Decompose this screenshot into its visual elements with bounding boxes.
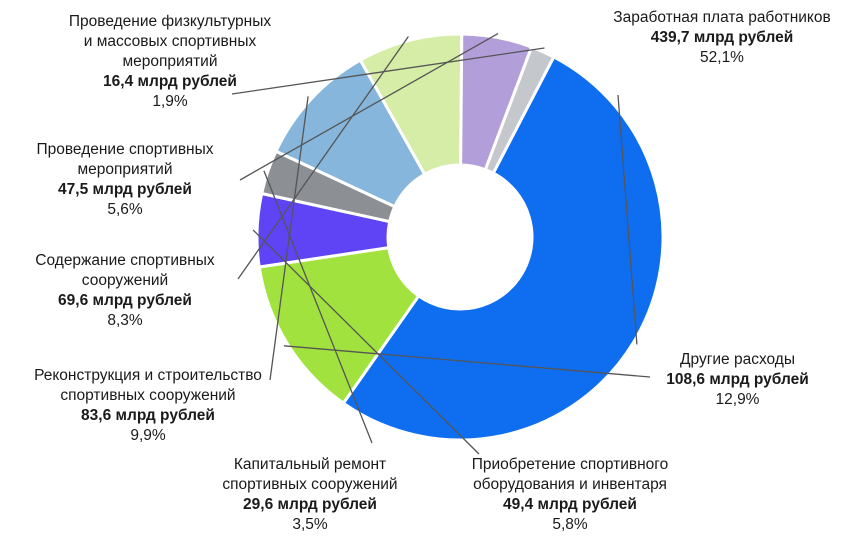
slice-label-percent: 5,6% bbox=[107, 201, 143, 218]
slice-label-name: оборудования и инвентаря bbox=[473, 476, 667, 493]
slice-label-salary: Заработная плата работников 439,7 млрд р… bbox=[597, 8, 847, 68]
slice-label-value: 47,5 млрд рублей bbox=[58, 181, 192, 198]
donut-slices bbox=[255, 32, 665, 442]
slice-label-percent: 1,9% bbox=[152, 93, 188, 110]
slice-label-other: Другие расходы 108,6 млрд рублей 12,9% bbox=[655, 350, 820, 410]
slice-label-value: 16,4 млрд рублей bbox=[103, 73, 237, 90]
leader-lines bbox=[231, 32, 651, 455]
slice-label-name: Проведение спортивных bbox=[36, 141, 214, 158]
slice-label-name: спортивных сооружений bbox=[60, 387, 236, 404]
leader-line bbox=[239, 32, 499, 181]
slice-label-capital-repair: Капитальный ремонт спортивных сооружений… bbox=[200, 455, 420, 535]
slice-label-value: 29,6 млрд рублей bbox=[243, 496, 377, 513]
slice-label-value: 108,6 млрд рублей bbox=[666, 371, 809, 388]
slice-label-name: Капитальный ремонт bbox=[233, 456, 387, 473]
donut-slice bbox=[483, 45, 556, 175]
slice-label-percent: 8,3% bbox=[107, 312, 143, 329]
slice-label-name: Содержание спортивных bbox=[35, 252, 215, 269]
slice-label-value: 49,4 млрд рублей bbox=[503, 496, 637, 513]
leader-line bbox=[283, 345, 651, 378]
slice-label-name: Другие расходы bbox=[680, 351, 795, 368]
slice-label-maintenance: Содержание спортивных сооружений 69,6 мл… bbox=[15, 251, 235, 331]
slice-label-percent: 5,8% bbox=[552, 516, 588, 533]
slice-label-percent: 12,9% bbox=[715, 391, 760, 408]
slice-label-name: Приобретение спортивного bbox=[471, 456, 669, 473]
slice-label-percent: 3,5% bbox=[292, 516, 328, 533]
slice-label-name: мероприятий bbox=[77, 161, 173, 178]
slice-label-equipment: Приобретение спортивного оборудования и … bbox=[450, 455, 690, 535]
leader-line bbox=[252, 229, 480, 455]
slice-label-percent: 9,9% bbox=[130, 427, 166, 444]
slice-label-name: Реконструкция и строительство bbox=[34, 367, 262, 384]
leader-line bbox=[237, 36, 409, 280]
slice-label-mass-events: Проведение физкультурных и массовых спор… bbox=[50, 12, 290, 112]
donut-slice bbox=[341, 55, 665, 442]
slice-label-sport-events: Проведение спортивных мероприятий 47,5 м… bbox=[15, 140, 235, 220]
slice-label-value: 83,6 млрд рублей bbox=[81, 407, 215, 424]
slice-label-name: сооружений bbox=[81, 272, 169, 289]
slice-label-name: Заработная плата работников bbox=[613, 9, 831, 26]
slice-label-name: мероприятий bbox=[122, 53, 218, 70]
slice-label-name: и массовых спортивных bbox=[83, 33, 257, 50]
slice-label-percent: 52,1% bbox=[700, 49, 744, 66]
leader-line bbox=[269, 96, 309, 381]
slice-label-value: 439,7 млрд рублей bbox=[650, 29, 794, 46]
slice-label-reconstruction: Реконструкция и строительство спортивных… bbox=[13, 366, 283, 446]
slice-label-value: 69,6 млрд рублей bbox=[58, 292, 192, 309]
slice-label-name: спортивных сооружений bbox=[222, 476, 398, 493]
donut-slice bbox=[257, 246, 421, 405]
leader-line bbox=[617, 94, 638, 345]
slice-label-name: Проведение физкультурных bbox=[68, 13, 272, 30]
leader-line bbox=[231, 47, 545, 95]
